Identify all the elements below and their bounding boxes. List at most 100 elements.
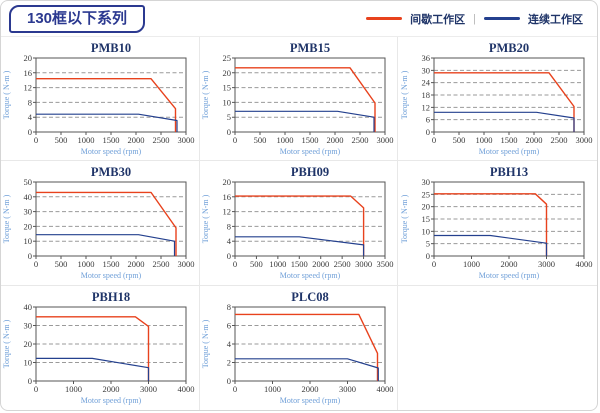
x-tick-label: 2000: [326, 135, 343, 145]
y-tick-label: 10: [422, 227, 431, 237]
x-tick-label: 3000: [178, 259, 195, 269]
x-tick-label: 2500: [153, 259, 170, 269]
y-tick-label: 20: [222, 68, 231, 78]
y-axis-label: Torque ( N-m ): [201, 320, 210, 369]
x-axis-label: Motor speed (rpm): [280, 396, 341, 405]
empty-cell: [398, 286, 597, 410]
series-line-intermittent: [36, 78, 177, 133]
x-tick-label: 3000: [140, 384, 157, 394]
chart-cell-pbh09: 0 500 1000 1500 2000 2500 3000 3500 0 4 8 12 16 20 PBH…: [199, 161, 399, 286]
chart-cell-pmb15: 0 500 1000 1500 2000 2500 3000 0 5 10 15 20 25 PMB15 M…: [199, 37, 399, 162]
x-tick-label: 3000: [576, 135, 593, 145]
y-tick-label: 10: [222, 98, 231, 108]
x-tick-label: 2000: [128, 135, 145, 145]
chart-canvas-pbh13: 0 1000 2000 3000 4000051015202530PBH13Motor …: [400, 165, 593, 280]
x-tick-label: 0: [233, 135, 237, 145]
chart-cell-pmb10: 0 500 1000 1500 2000 2500 3000 0 4 8 12 16 20 PMB10 Mo…: [1, 37, 200, 162]
chart-title: PMB30: [91, 165, 131, 179]
x-tick-label: 3000: [339, 384, 356, 394]
x-tick-label: 500: [250, 259, 263, 269]
y-axis-label: Torque ( N-m ): [2, 320, 11, 369]
y-tick-label: 30: [24, 321, 33, 331]
x-tick-label: 2500: [334, 259, 351, 269]
y-tick-label: 4: [227, 339, 232, 349]
y-tick-label: 4: [28, 112, 33, 122]
series-title-badge: 130框以下系列: [9, 4, 146, 33]
y-tick-label: 20: [24, 339, 33, 349]
x-tick-label: 500: [55, 259, 68, 269]
chart-title: PLC08: [291, 290, 329, 304]
y-tick-label: 20: [24, 53, 33, 63]
chart-cell-pbh13: 0 1000 2000 3000 4000 0 5 10 15 20 25 30 PBH13 Motor …: [398, 161, 597, 286]
y-tick-label: 40: [24, 192, 33, 202]
y-tick-label: 8: [227, 302, 231, 312]
chart-canvas-plc08: 0 1000 2000 3000 4000 0 2 4 6 8 PLC08 Motor speed (…: [201, 290, 394, 405]
chart-canvas-pmb10: 0 500 1000 1500 2000 2500 3000 0 4 8 12 16 20 PMB10 Mo…: [2, 41, 195, 156]
x-tick-label: 1000: [476, 135, 493, 145]
x-tick-label: 2000: [128, 259, 145, 269]
y-tick-label: 36: [422, 53, 431, 63]
x-tick-label: 1500: [103, 135, 120, 145]
x-tick-label: 2000: [312, 259, 329, 269]
x-tick-label: 1000: [65, 384, 82, 394]
x-tick-label: 3000: [178, 135, 195, 145]
x-tick-label: 4000: [576, 259, 593, 269]
chart-canvas-pmb15: 0 500 1000 1500 2000 2500 3000 0 5 10 15 20 25 PMB15 M…: [201, 41, 394, 156]
x-axis-label: Motor speed (rpm): [81, 271, 142, 280]
y-tick-label: 20: [24, 222, 33, 232]
x-axis-label: Motor speed (rpm): [81, 147, 142, 156]
plot-border: [35, 181, 187, 257]
y-tick-label: 12: [422, 102, 431, 112]
y-tick-label: 10: [24, 237, 33, 247]
x-tick-label: 2500: [351, 135, 368, 145]
y-tick-label: 5: [426, 239, 430, 249]
y-tick-label: 0: [227, 251, 231, 261]
y-tick-label: 15: [422, 214, 431, 224]
x-tick-label: 0: [432, 259, 436, 269]
y-tick-label: 4: [227, 237, 232, 247]
series-line-intermittent: [234, 314, 379, 382]
series-line-intermittent: [234, 67, 376, 133]
y-tick-label: 20: [222, 177, 231, 187]
y-axis-label: Torque ( N-m ): [400, 195, 409, 244]
y-tick-label: 50: [24, 177, 33, 187]
chart-canvas-pmb30: 0 500 1000 1500 2000 2500 3000 0 10 20 30 40 50 PMB30…: [2, 165, 195, 280]
chart-title: PMB20: [489, 41, 529, 55]
y-tick-label: 6: [426, 115, 430, 125]
chart-grid: 0 500 1000 1500 2000 2500 3000 0 4 8 12 16 20 PMB10 Mo…: [1, 37, 597, 410]
x-tick-label: 0: [34, 384, 38, 394]
y-axis-label: Torque ( N-m ): [2, 195, 11, 244]
x-tick-label: 500: [254, 135, 267, 145]
x-tick-label: 2000: [501, 259, 518, 269]
x-tick-label: 0: [34, 135, 38, 145]
x-tick-label: 1000: [78, 135, 95, 145]
y-tick-label: 20: [422, 202, 431, 212]
y-tick-label: 8: [227, 222, 231, 232]
y-tick-label: 40: [24, 302, 33, 312]
x-tick-label: 2000: [526, 135, 543, 145]
x-tick-label: 500: [55, 135, 68, 145]
x-tick-label: 1000: [269, 259, 286, 269]
y-tick-label: 0: [426, 251, 430, 261]
series-line-intermittent: [434, 193, 548, 257]
x-tick-label: 1500: [301, 135, 318, 145]
x-tick-label: 3000: [355, 259, 372, 269]
legend-separator: |: [473, 12, 476, 25]
x-tick-label: 3000: [376, 135, 393, 145]
series-line-continuous: [434, 111, 575, 133]
chart-canvas-pbh18: 0 1000 2000 3000 4000 0 10 20 30 40 PBH18 Motor spe…: [2, 290, 195, 405]
x-tick-label: 4000: [178, 384, 195, 394]
y-tick-label: 0: [28, 127, 32, 137]
x-tick-label: 2000: [103, 384, 120, 394]
x-axis-label: Motor speed (rpm): [280, 147, 341, 156]
chart-title: PMB15: [290, 41, 330, 55]
x-tick-label: 1500: [501, 135, 518, 145]
x-tick-label: 2500: [551, 135, 568, 145]
chart-cell-pmb30: 0 500 1000 1500 2000 2500 3000 0 10 20 30 40 50 PMB30…: [1, 161, 200, 286]
legend-label-intermittent: 间歇工作区: [410, 13, 466, 26]
y-tick-label: 30: [422, 65, 431, 75]
y-tick-label: 16: [222, 192, 231, 202]
x-tick-label: 1000: [78, 259, 95, 269]
x-tick-label: 1500: [291, 259, 308, 269]
y-tick-label: 30: [24, 207, 33, 217]
